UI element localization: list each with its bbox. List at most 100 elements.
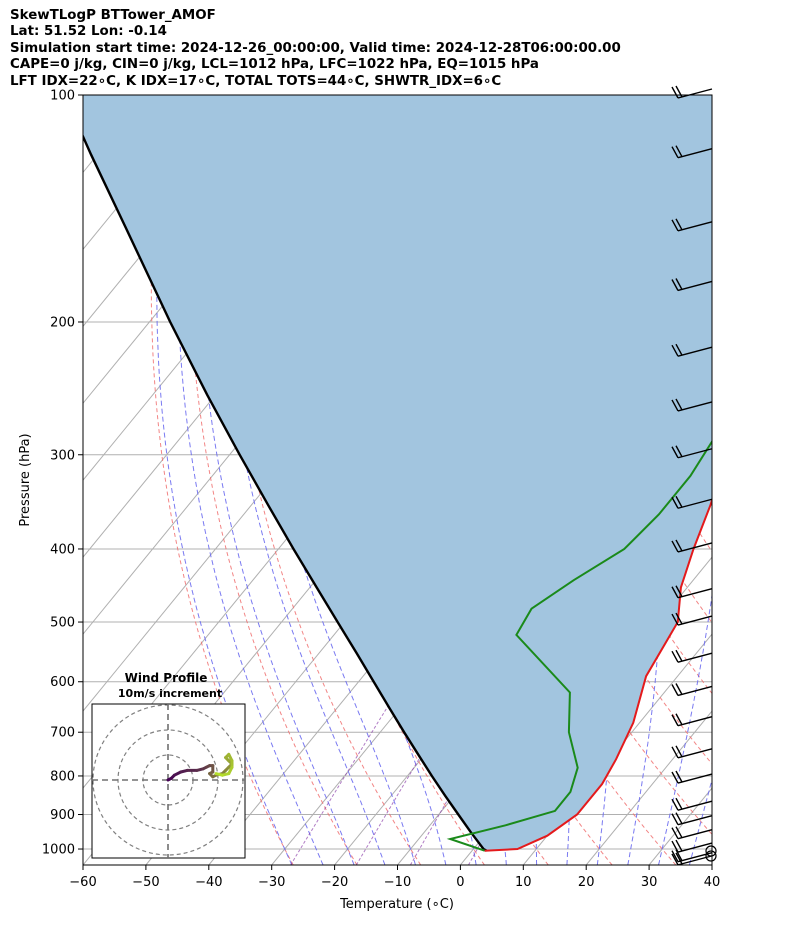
dry-adiabat [188,95,358,865]
isotherm-line [585,710,712,865]
time-line: Simulation start time: 2024-12-26_00:00:… [10,40,621,56]
dewpoint-line [446,439,712,852]
wind-barb [671,445,713,459]
x-tick-label: −30 [258,875,285,890]
wind-barb-staff [677,588,713,599]
wind-barb-flag [675,745,683,758]
wind-profile-inset: Wind Profile 10m/s increment [91,671,246,859]
wind-barb-flag [675,278,683,290]
wind-barb-staff [677,221,713,232]
wind-barbs [671,85,717,866]
x-tick-label: 20 [578,875,595,890]
dry-adiabat [750,95,794,865]
x-tick-label: −60 [69,875,96,890]
wind-barb [671,495,713,509]
wind-barb-flag [675,539,683,552]
wind-barb-staff [677,716,713,727]
wind-barb-staff [677,842,713,853]
wind-barb-flag [675,145,683,158]
dry-adiabat [783,95,794,865]
wind-barb-flag [675,770,683,783]
wind-barb-flag [675,343,683,356]
wind-barb-staff [677,828,713,840]
wind-barb [671,398,713,412]
dry-adiabat [391,95,712,836]
inset-title: Wind Profile [125,671,208,685]
y-tick-label: 700 [50,726,75,741]
indices-line-2: LFT IDX=22∘C, K IDX=17∘C, TOTAL TOTS=44∘… [10,73,502,89]
wind-barb [671,278,713,292]
wind-barb [671,145,713,159]
wind-barb-staff [677,401,713,412]
wind-barb [671,713,713,727]
x-tick-label: 10 [515,875,532,890]
wind-barb-flag [675,649,683,662]
parcel-profile-line [83,133,488,852]
wind-barb-flag [671,586,679,599]
wind-barb-staff [677,542,713,553]
wind-barb-flag [671,840,679,853]
isotherm-line [711,864,712,865]
wind-barb-staff [677,652,713,663]
wind-barb-flag [675,398,683,411]
y-tick-label: 800 [50,769,75,784]
wind-barb-flag [675,852,683,865]
wind-barb-flag [671,684,679,696]
wind-barb [671,812,713,826]
wind-barb-flag [671,853,679,866]
moist-adiabat [644,95,712,865]
wind-barb-flag [671,496,679,509]
y-tick-label: 300 [50,448,75,463]
wind-barb-flag [671,771,679,784]
hodograph [92,704,245,858]
wind-barb-staff [677,748,713,759]
mixing-ratio-line [355,681,466,865]
x-tick-label: 0 [456,875,464,890]
inset-subtitle: 10m/s increment [118,687,222,700]
wind-barb [671,649,713,663]
wind-barb-flag [671,344,679,357]
wind-barb-flag [671,613,679,626]
x-tick-label: −10 [384,875,411,890]
y-tick-label: 100 [50,89,75,104]
x-tick-label: 30 [641,875,658,890]
wind-barb-flag [671,446,679,459]
wind-barb [671,218,713,232]
wind-barb-flag [675,585,683,598]
wind-barb-staff [677,346,713,357]
wind-barb [671,839,713,853]
wind-barb [671,770,713,784]
axis-ticks: −60 −50 −40 −30 −20 −10 0 10 20 30 40 100 200 300 400 5… [42,89,720,891]
wind-barb [671,745,713,759]
wind-barb-staff [677,685,713,697]
x-tick-label: −20 [321,875,348,890]
wind-barb-flag [671,279,679,291]
y-tick-label: 200 [50,315,75,330]
wind-barb [671,683,713,697]
x-tick-label: 40 [704,875,721,890]
wind-barb-flag [675,826,683,838]
moist-adiabat [156,95,293,865]
wind-barb-flag [671,146,679,159]
wind-barb-flag [671,219,679,232]
wind-barb [671,343,713,357]
y-tick-label: 400 [50,542,75,557]
isotherm-line [522,633,712,865]
cape-fill-layer [83,95,712,851]
cape-shading [83,95,712,851]
wind-barb [671,797,713,811]
mixing-ratio-line [290,681,404,865]
wind-barb [671,539,713,553]
wind-barb-flag [675,713,683,726]
wind-barb-flag [675,812,683,825]
y-tick-label: 500 [50,616,75,631]
wind-barb-staff [677,498,713,509]
wind-barb-flag [671,650,679,663]
wind-barb-staff [677,148,713,159]
wind-barb-staff [677,615,713,626]
isotherm-line [83,95,210,251]
wind-barb-flag [675,218,683,231]
wind-barb-flag [671,746,679,759]
moist-adiabat [198,95,355,865]
y-tick-label: 1000 [42,843,75,858]
